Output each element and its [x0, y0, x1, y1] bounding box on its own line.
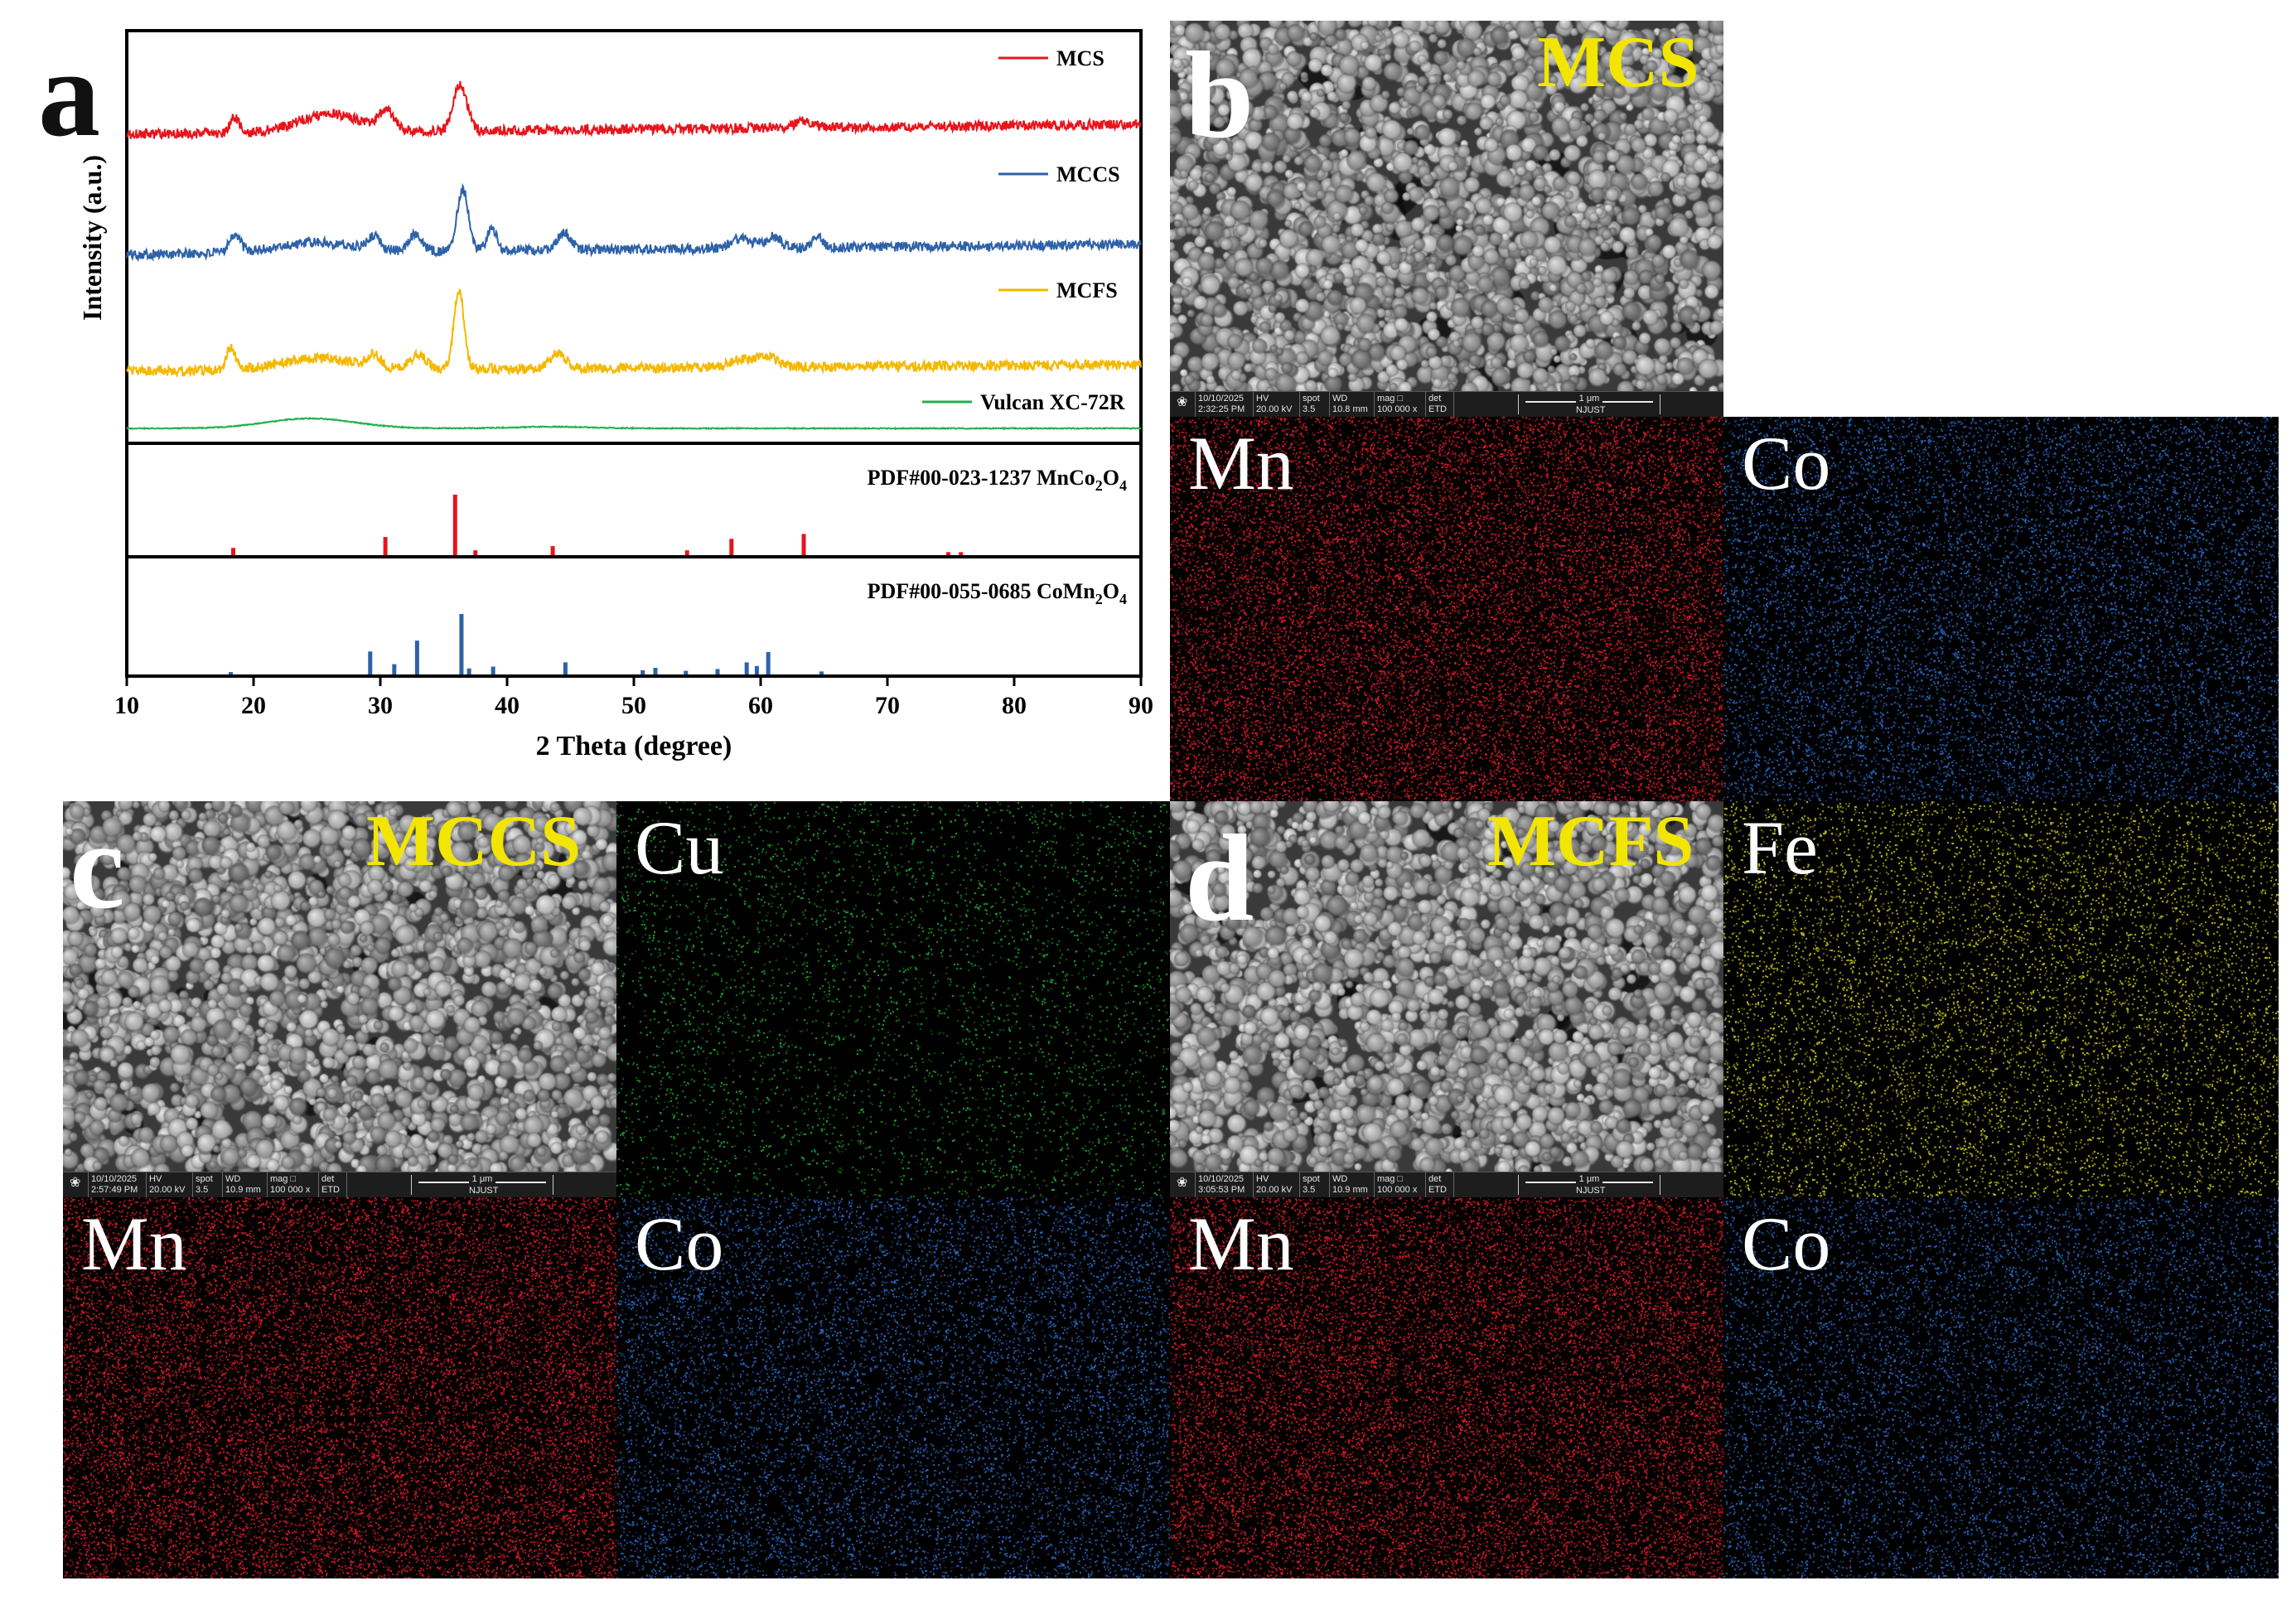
- series-line-mccs: [126, 182, 1142, 263]
- eds-map-b-co: Co: [1723, 417, 2279, 805]
- element-label: Mn: [81, 1201, 187, 1286]
- sem-micrograph: [1170, 21, 1723, 392]
- chart-frame-top: [125, 29, 1143, 445]
- sem-infobar: ❀ 10/10/2025 3:05:53 PM HV 20.00 kV spot 3.…: [1170, 1172, 1723, 1197]
- infobar-org: NJUST: [1576, 405, 1606, 415]
- series-line-mcfs: [126, 288, 1142, 379]
- infobar-field: 10/10/2025 3:05:53 PM: [1198, 1174, 1245, 1195]
- infobar-field: WD 10.8 mm: [1332, 394, 1368, 414]
- element-label: Co: [635, 1201, 724, 1286]
- x-tick-label: 20: [241, 692, 266, 719]
- chart-frame-ref1: [125, 442, 1143, 558]
- eds-map-b-mn: Mn: [1170, 417, 1723, 805]
- sem-micrograph: [63, 801, 616, 1172]
- x-tick-label: 40: [495, 692, 520, 719]
- reference-layer: PDF#00-023-1237 MnCo2O4 PDF#00-055-0685 C…: [228, 466, 1127, 674]
- y-axis-label: Intensity (a.u.): [77, 155, 107, 321]
- series-layer: MCS MCCS MCFS Vulcan XC-72R: [126, 46, 1142, 431]
- infobar-field: mag □ 100 000 x: [1377, 1174, 1418, 1195]
- series-line-mcs: [126, 80, 1142, 141]
- infobar-field: WD 10.9 mm: [225, 1174, 261, 1195]
- sem-image-b: ❀ 10/10/2025 2:32:25 PM HV 20.00 kV spot 3.…: [1170, 21, 1723, 417]
- infobar-field: det ETD: [321, 1174, 340, 1195]
- chart-frame-ref2: [125, 555, 1143, 678]
- infobar-field: 10/10/2025 2:57:49 PM: [91, 1174, 138, 1195]
- x-axis-ticks: 10 20 30 40 50 60 70 80 90: [114, 676, 1153, 719]
- sem-micrograph: [1170, 801, 1723, 1172]
- infobar-field: mag □ 100 000 x: [1377, 394, 1418, 414]
- sem-image-c: ❀ 10/10/2025 2:57:49 PM HV 20.00 kV spot 3.…: [63, 801, 616, 1197]
- scale-bar: 1 μm: [1518, 1174, 1660, 1195]
- infobar-field: WD 10.9 mm: [1332, 1174, 1368, 1195]
- element-label: Cu: [635, 805, 724, 890]
- x-tick-label: 30: [368, 692, 393, 719]
- eds-map-d-fe: Fe: [1723, 801, 2279, 1197]
- sample-label-c: MCCS: [366, 801, 582, 882]
- scale-bar: 1 μm: [411, 1174, 553, 1195]
- eds-map-c-mn: Mn: [63, 1197, 616, 1578]
- x-tick-label: 50: [621, 692, 646, 719]
- infobar-org: NJUST: [1576, 1186, 1606, 1196]
- xrd-chart: 10 20 30 40 50 60 70 80 90 MCS MCCS MCFS Vulcan XC-…: [77, 29, 1153, 761]
- x-axis-label: 2 Theta (degree): [536, 731, 732, 761]
- infobar-field: det ETD: [1428, 1174, 1447, 1195]
- fei-logo-icon: ❀: [1177, 395, 1188, 409]
- eds-map-c-cu: Cu: [616, 801, 1170, 1197]
- infobar-field: HV 20.00 kV: [1256, 394, 1293, 414]
- panel-letter-b: b: [1185, 27, 1254, 164]
- eds-map-d-mn: Mn: [1170, 1197, 1723, 1578]
- legend-label: MCS: [1056, 46, 1104, 70]
- infobar-field: spot 3.5: [1303, 394, 1320, 414]
- reference-label: PDF#00-023-1237 MnCo2O4: [868, 466, 1127, 494]
- element-label: Mn: [1188, 1201, 1294, 1286]
- x-tick-label: 10: [114, 692, 139, 719]
- element-label: Co: [1742, 421, 1831, 505]
- x-tick-label: 60: [748, 692, 773, 719]
- scale-bar-label: 1 μm: [1519, 394, 1660, 404]
- infobar-field: det ETD: [1428, 394, 1447, 414]
- scale-bar-label: 1 μm: [1519, 1174, 1660, 1184]
- infobar-org: NJUST: [469, 1186, 499, 1196]
- infobar-field: mag □ 100 000 x: [270, 1174, 311, 1195]
- fei-logo-icon: ❀: [70, 1176, 81, 1190]
- reference-label: PDF#00-055-0685 CoMn2O4: [868, 579, 1127, 607]
- x-tick-label: 90: [1129, 692, 1153, 719]
- infobar-field: 10/10/2025 2:32:25 PM: [1198, 394, 1245, 414]
- scale-bar-label: 1 μm: [412, 1174, 553, 1184]
- element-label: Fe: [1742, 805, 1818, 890]
- x-tick-label: 70: [875, 692, 900, 719]
- panel-letter-d: d: [1185, 810, 1254, 947]
- x-tick-label: 80: [1002, 692, 1027, 719]
- eds-map-c-co: Co: [616, 1197, 1170, 1578]
- sample-label-b: MCS: [1537, 22, 1699, 103]
- fei-logo-icon: ❀: [1177, 1176, 1188, 1190]
- legend-label: MCFS: [1056, 278, 1118, 302]
- infobar-field: HV 20.00 kV: [149, 1174, 186, 1195]
- panel-letter-c: c: [70, 797, 125, 935]
- legend-label: MCCS: [1056, 162, 1120, 186]
- scale-bar: 1 μm: [1518, 394, 1660, 414]
- element-label: Co: [1742, 1201, 1831, 1286]
- sample-label-d: MCFS: [1487, 801, 1694, 882]
- sem-infobar: ❀ 10/10/2025 2:57:49 PM HV 20.00 kV spot 3.…: [63, 1172, 616, 1197]
- sem-infobar: ❀ 10/10/2025 2:32:25 PM HV 20.00 kV spot 3.…: [1170, 391, 1723, 417]
- series-line-vulcan-xc-72r: [126, 416, 1142, 431]
- legend-label: Vulcan XC-72R: [980, 390, 1125, 414]
- infobar-field: spot 3.5: [196, 1174, 213, 1195]
- infobar-field: spot 3.5: [1303, 1174, 1320, 1195]
- sem-image-d: ❀ 10/10/2025 3:05:53 PM HV 20.00 kV spot 3.…: [1170, 801, 1723, 1197]
- panel-letter-a: a: [38, 25, 100, 162]
- eds-map-d-co: Co: [1723, 1197, 2279, 1578]
- element-label: Mn: [1188, 421, 1294, 505]
- infobar-field: HV 20.00 kV: [1256, 1174, 1293, 1195]
